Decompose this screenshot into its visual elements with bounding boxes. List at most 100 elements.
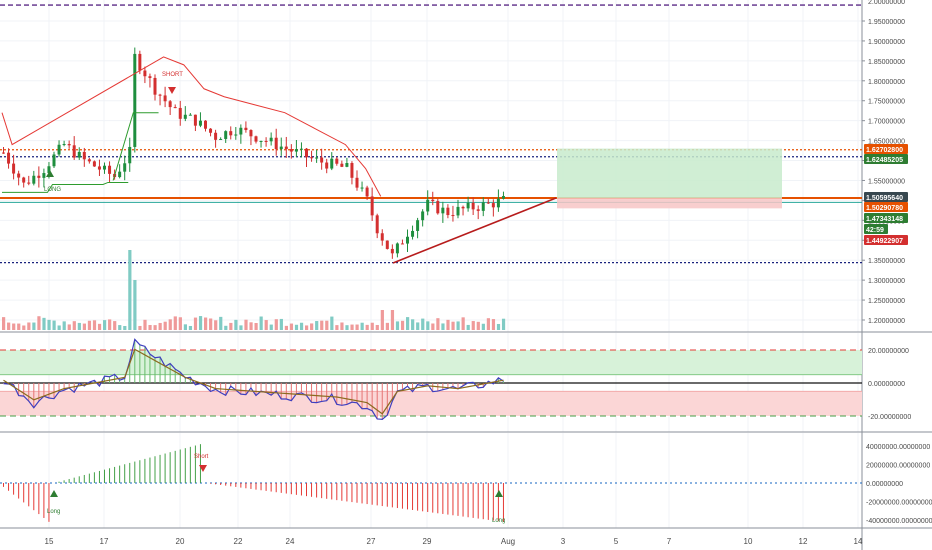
rsi-oversold-zone <box>0 391 862 416</box>
candle-body <box>395 243 399 254</box>
candle-body <box>77 151 81 158</box>
volume-bar <box>113 321 117 330</box>
volume-bar <box>138 325 142 330</box>
volume-bar <box>431 323 435 330</box>
candle-body <box>486 202 490 204</box>
candle-body <box>310 157 314 159</box>
volume-bar <box>294 324 299 330</box>
volume-bar <box>128 250 132 330</box>
volume-bar <box>17 323 21 330</box>
candle-body <box>456 206 460 216</box>
candle-body <box>264 140 268 142</box>
volume-bar <box>168 319 172 330</box>
candle-body <box>214 132 218 140</box>
volume-bar <box>320 320 324 330</box>
trend-line[interactable] <box>392 197 557 264</box>
volume-bar <box>426 321 430 330</box>
volume-bar <box>315 321 319 330</box>
volume-bar <box>27 322 31 330</box>
candle-body <box>244 127 248 131</box>
volume-bar <box>330 316 334 330</box>
volume-bar <box>178 317 182 330</box>
candle-body <box>436 201 440 214</box>
candle-body <box>466 202 470 209</box>
candle-body <box>133 53 137 147</box>
volume-bar <box>264 320 268 330</box>
indicator-zones <box>0 349 862 484</box>
candle-body <box>123 163 127 172</box>
volume-bar <box>501 318 506 330</box>
candle-body <box>289 149 293 152</box>
y-tick-label: 1.65000000 <box>868 139 905 146</box>
supertrend-up-segment <box>2 181 129 193</box>
candle-body <box>370 196 374 216</box>
candle-body <box>320 157 324 163</box>
volume-bar <box>446 319 450 330</box>
volume-bar <box>163 321 167 330</box>
x-date-label: 3 <box>561 537 566 546</box>
volume-bar <box>305 325 309 330</box>
candle-body <box>224 131 228 139</box>
volume-bar <box>214 320 218 330</box>
volume-bar <box>476 321 480 330</box>
volume-bar <box>234 319 238 330</box>
candle-body <box>193 114 197 126</box>
volume-bar <box>67 324 71 330</box>
candle-body <box>92 161 96 167</box>
candle-body <box>390 248 394 254</box>
volume-bar <box>239 325 243 330</box>
volume-bar <box>365 324 369 330</box>
candle-body <box>385 240 389 249</box>
candle-body <box>284 146 288 150</box>
ascending-trend-line <box>392 197 557 264</box>
candle-body <box>67 144 71 146</box>
candle-body <box>375 215 379 234</box>
volume-bar <box>436 318 440 330</box>
price-tag-label: 1.62702800 <box>866 147 903 154</box>
volume-bar <box>72 321 76 330</box>
volume-bar <box>77 322 81 330</box>
short-signal-arrow <box>199 465 207 472</box>
volume-bar <box>87 320 92 330</box>
x-date-label: 17 <box>100 537 109 546</box>
candle-body <box>305 148 308 158</box>
candle-body <box>42 173 46 178</box>
volume-bar <box>279 318 283 330</box>
candle-body <box>350 163 354 178</box>
volume-bar <box>310 323 314 330</box>
candle-body <box>52 154 56 167</box>
volume-bar <box>496 323 501 330</box>
y-tick-label: 1.80000000 <box>868 79 905 86</box>
horizontal-lines <box>0 4 862 264</box>
volume-bar <box>451 321 455 330</box>
candle-body <box>204 120 207 129</box>
volume-bar <box>103 320 107 330</box>
candle-body <box>279 146 283 150</box>
candle-body <box>345 163 349 167</box>
position-box[interactable] <box>557 148 782 209</box>
candle-body <box>340 163 344 167</box>
supertrend-line <box>1 56 382 197</box>
x-date-label: Aug <box>501 537 515 546</box>
y-tick-label: 1.25000000 <box>868 298 905 305</box>
y-tick-label: 1.55000000 <box>868 178 905 185</box>
candle-body <box>32 175 36 184</box>
candle-body <box>441 207 445 214</box>
supertrend-down-segment <box>1 56 382 197</box>
candle-body <box>294 149 298 152</box>
volume-bar <box>219 316 223 330</box>
candle-body <box>416 220 420 231</box>
volume-bar <box>148 325 152 330</box>
price-tag-label: 1.50290780 <box>866 205 903 212</box>
x-date-label: 29 <box>423 537 432 546</box>
rsi-signal-line <box>3 348 504 415</box>
volume-bar <box>355 324 359 330</box>
candle-body <box>118 171 122 178</box>
candle-body <box>219 138 223 140</box>
short-signal-arrow <box>168 87 176 94</box>
candle-body <box>315 157 319 159</box>
long-signal-arrow <box>46 170 54 177</box>
x-date-label: 10 <box>744 537 753 546</box>
axes: 2.00000000 1.95000000 1.90000000 1.85000000… <box>45 0 932 546</box>
